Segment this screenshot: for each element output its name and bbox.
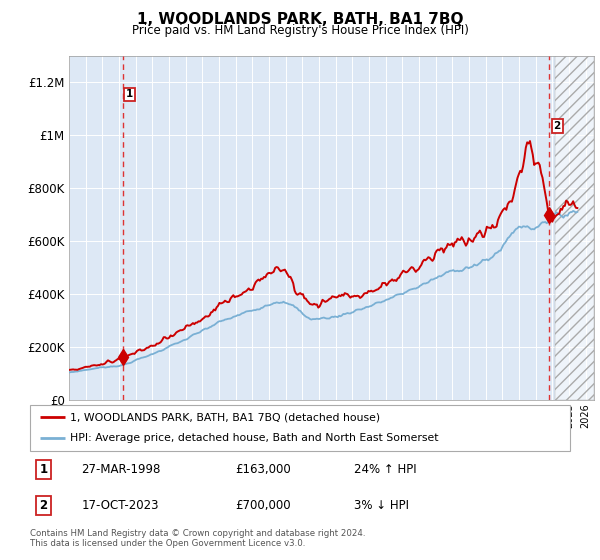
Text: Price paid vs. HM Land Registry's House Price Index (HPI): Price paid vs. HM Land Registry's House … [131, 24, 469, 36]
Text: 27-MAR-1998: 27-MAR-1998 [82, 463, 161, 476]
Text: 3% ↓ HPI: 3% ↓ HPI [354, 499, 409, 512]
Text: 24% ↑ HPI: 24% ↑ HPI [354, 463, 416, 476]
Text: HPI: Average price, detached house, Bath and North East Somerset: HPI: Average price, detached house, Bath… [71, 433, 439, 444]
Text: £163,000: £163,000 [235, 463, 291, 476]
FancyBboxPatch shape [30, 405, 570, 451]
Text: 2: 2 [554, 121, 561, 131]
Text: 1, WOODLANDS PARK, BATH, BA1 7BQ (detached house): 1, WOODLANDS PARK, BATH, BA1 7BQ (detach… [71, 412, 380, 422]
Text: 1, WOODLANDS PARK, BATH, BA1 7BQ: 1, WOODLANDS PARK, BATH, BA1 7BQ [137, 12, 463, 27]
Text: 1: 1 [40, 463, 47, 476]
Text: 17-OCT-2023: 17-OCT-2023 [82, 499, 159, 512]
Text: 1: 1 [126, 90, 133, 100]
Text: £700,000: £700,000 [235, 499, 291, 512]
Text: 2: 2 [40, 499, 47, 512]
Text: Contains HM Land Registry data © Crown copyright and database right 2024.
This d: Contains HM Land Registry data © Crown c… [30, 529, 365, 548]
